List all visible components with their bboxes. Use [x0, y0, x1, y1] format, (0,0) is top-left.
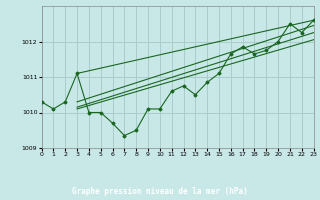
Text: Graphe pression niveau de la mer (hPa): Graphe pression niveau de la mer (hPa) — [72, 186, 248, 196]
